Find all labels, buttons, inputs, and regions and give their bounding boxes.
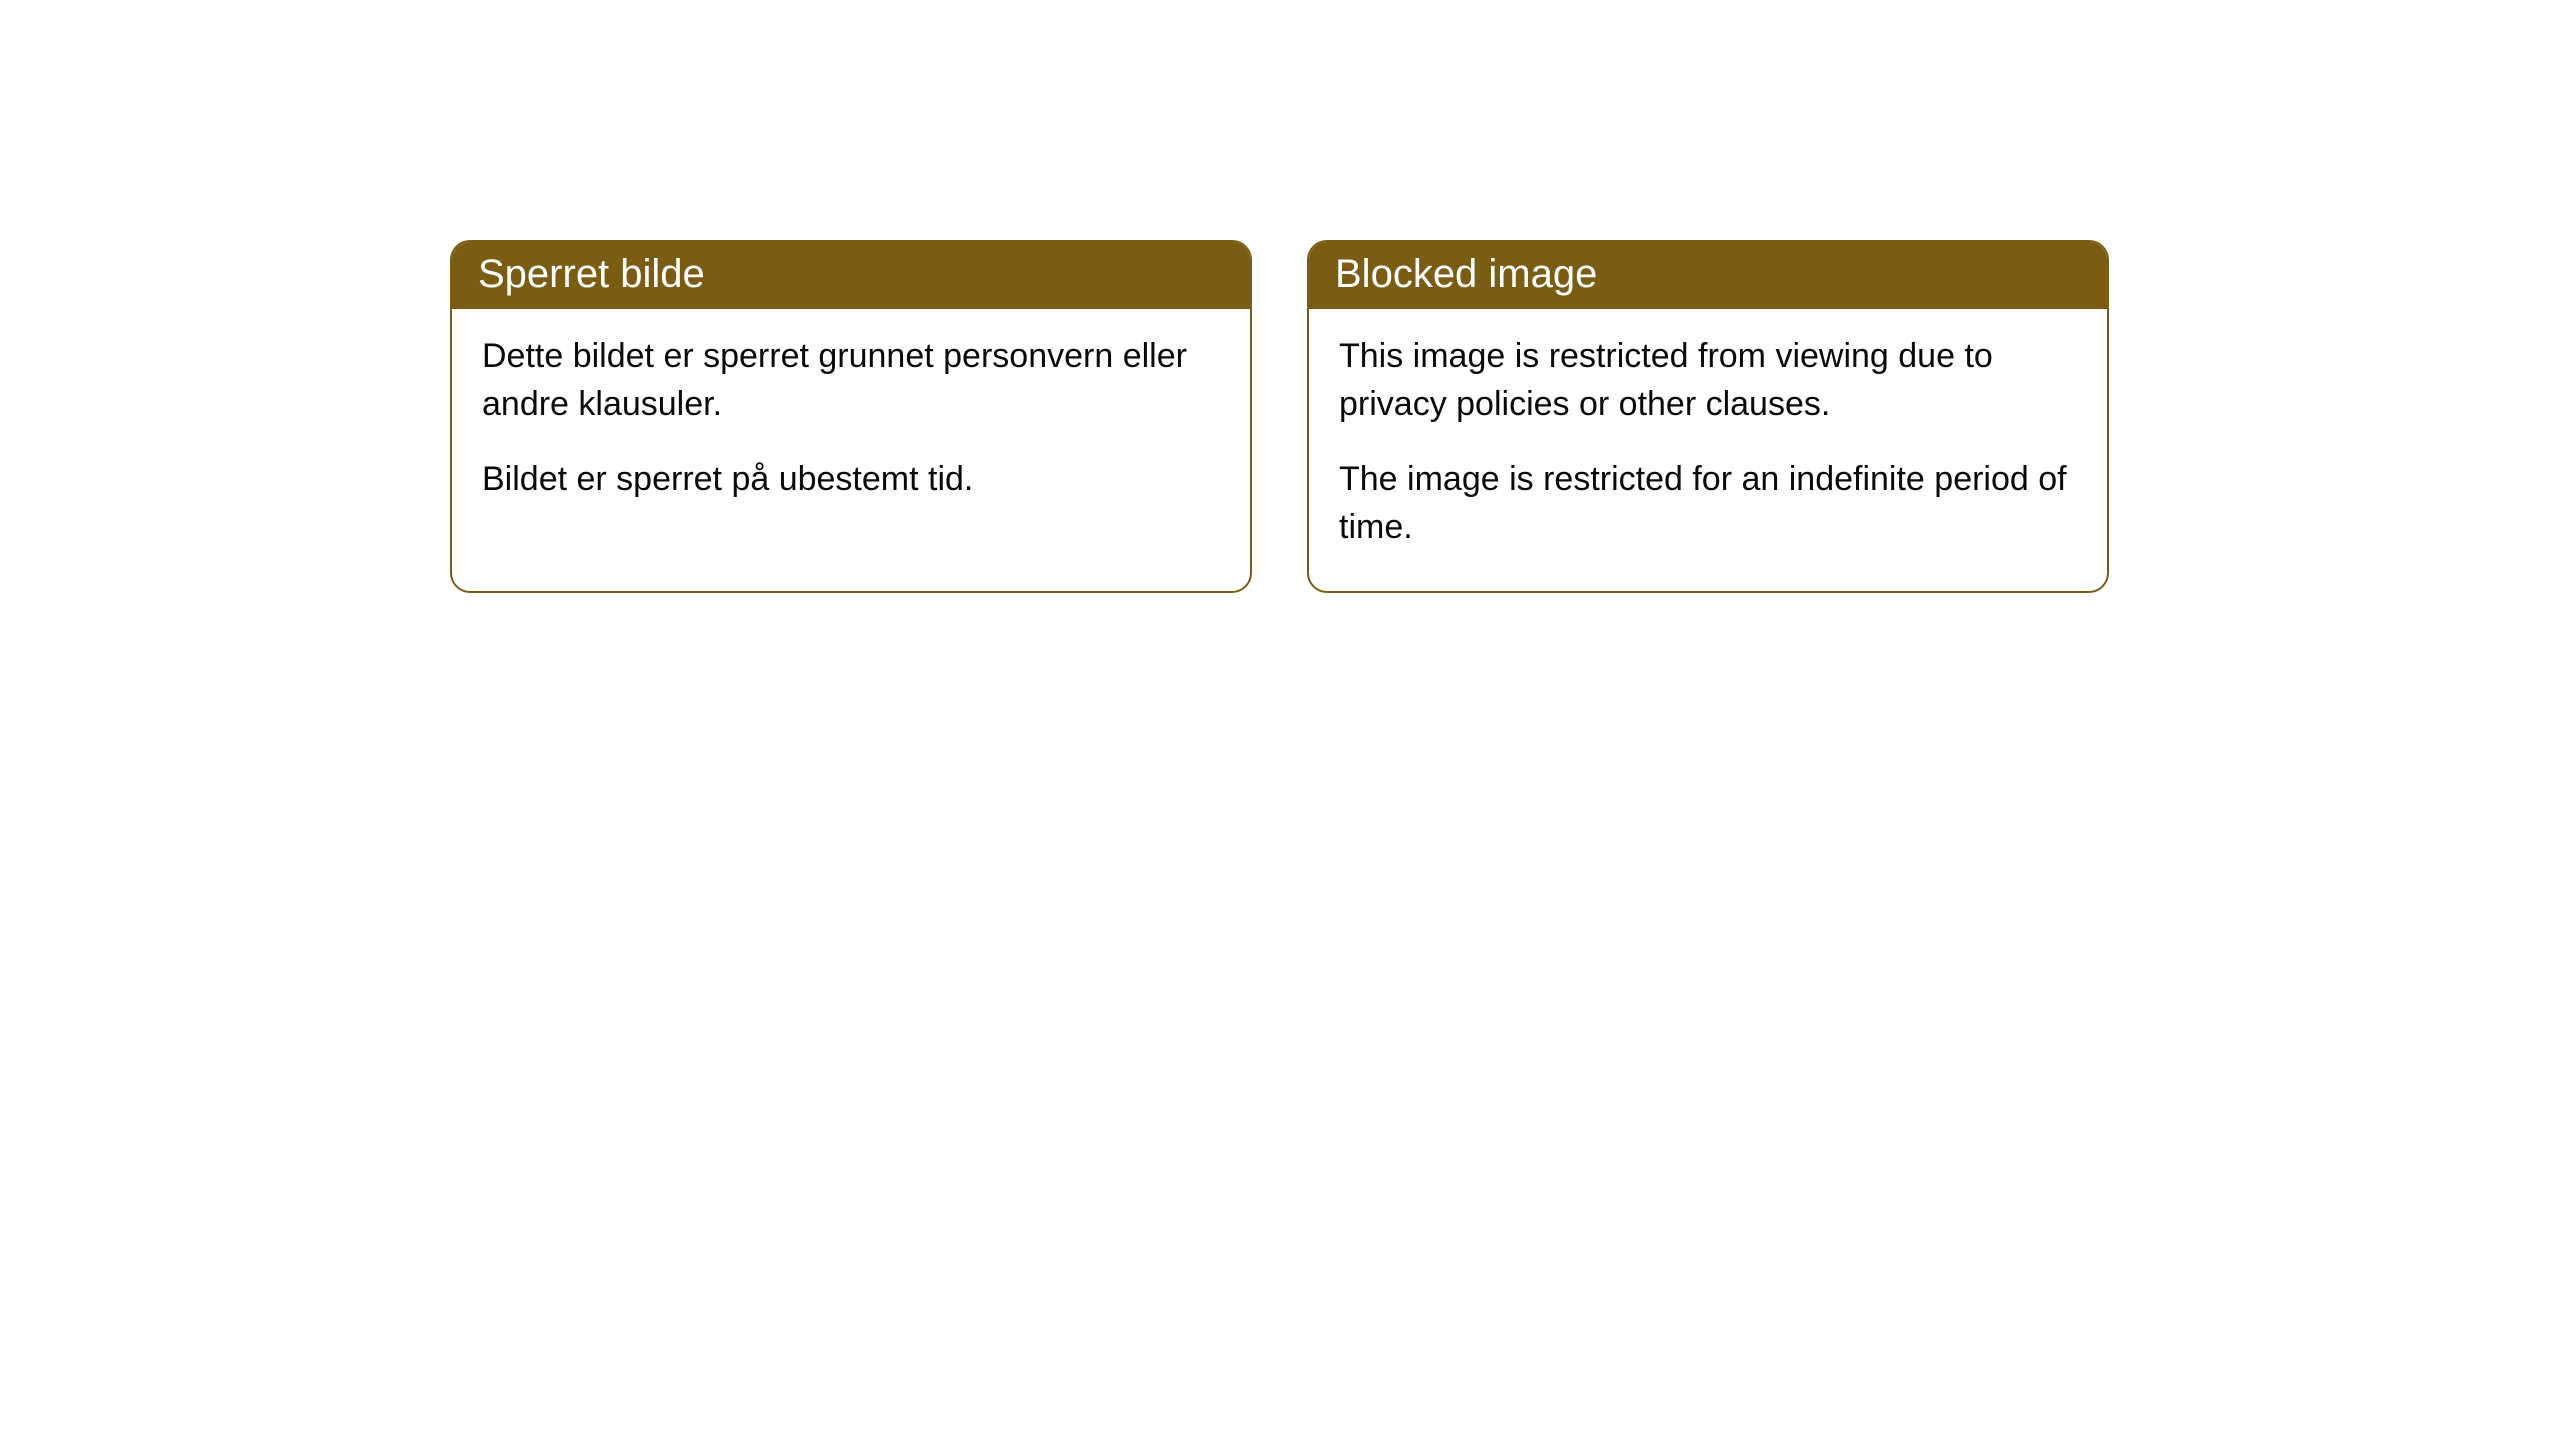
notice-card-english: Blocked image This image is restricted f…	[1307, 240, 2109, 593]
card-body: Dette bildet er sperret grunnet personve…	[452, 309, 1250, 544]
card-header: Blocked image	[1309, 242, 2107, 309]
card-paragraph: The image is restricted for an indefinit…	[1339, 456, 2077, 551]
card-paragraph: Bildet er sperret på ubestemt tid.	[482, 456, 1220, 504]
card-title: Blocked image	[1335, 252, 1597, 296]
card-header: Sperret bilde	[452, 242, 1250, 309]
notice-card-norwegian: Sperret bilde Dette bildet er sperret gr…	[450, 240, 1252, 593]
card-title: Sperret bilde	[478, 252, 705, 296]
card-paragraph: This image is restricted from viewing du…	[1339, 333, 2077, 428]
notice-cards-container: Sperret bilde Dette bildet er sperret gr…	[450, 240, 2109, 593]
card-body: This image is restricted from viewing du…	[1309, 309, 2107, 591]
card-paragraph: Dette bildet er sperret grunnet personve…	[482, 333, 1220, 428]
